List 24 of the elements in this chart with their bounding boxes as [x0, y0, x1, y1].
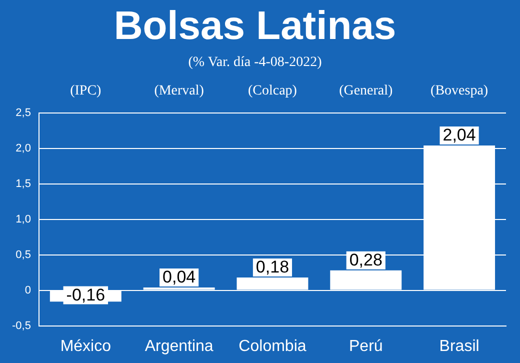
chart-title: Bolsas Latinas — [114, 4, 396, 48]
data-label: 0,18 — [256, 258, 290, 277]
text: (General) — [339, 83, 394, 98]
x-tick-label: Argentina — [144, 338, 214, 355]
text: (Colcap) — [248, 83, 298, 98]
y-tick-label: 0 — [24, 284, 31, 296]
y-tick-label: 0,5 — [16, 248, 31, 261]
y-tick-label: 2,5 — [16, 106, 31, 119]
x-tick-label: Brasil — [439, 338, 480, 355]
y-tick-label: 1,5 — [16, 178, 31, 190]
y-tick-label: -0,5 — [12, 320, 31, 332]
y-tick-label: 2,0 — [16, 142, 31, 154]
text: (Merval) — [154, 83, 204, 98]
x-tick-label: Colombia — [238, 338, 306, 355]
data-label: 0,28 — [349, 250, 382, 270]
chart-subtitle: (% Var. día -4-08-2022) — [188, 55, 322, 70]
data-label: 0,04 — [162, 268, 196, 287]
text: (IPC) — [70, 83, 102, 98]
text: (Bovespa) — [430, 83, 488, 98]
x-tick-label: México — [60, 338, 112, 355]
x-tick-label: Perú — [348, 338, 383, 355]
y-tick-label: 1,0 — [16, 213, 31, 226]
data-label: 2,04 — [442, 126, 476, 145]
data-label: -0,16 — [66, 285, 106, 304]
